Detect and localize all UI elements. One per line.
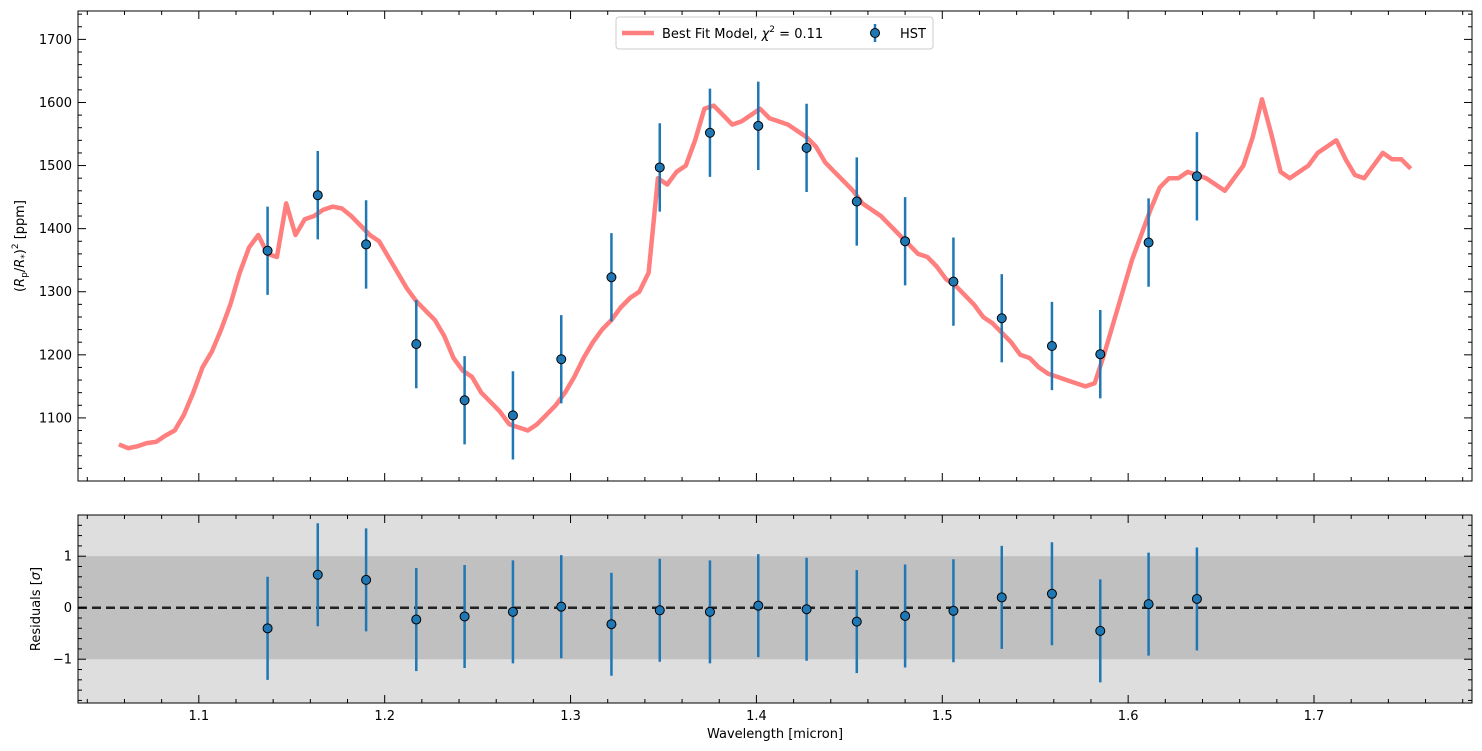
residual-data-point (1046, 588, 1057, 599)
residual-data-point (1191, 593, 1202, 604)
top-y-tick-label: 1700 (39, 33, 72, 48)
top-y-tick-label: 1500 (39, 159, 72, 174)
residual-data-point (312, 569, 323, 580)
top-y-tick-label: 1600 (39, 96, 72, 111)
x-tick-label: 1.3 (560, 709, 581, 724)
hst-data-point (753, 120, 764, 131)
top-plot-area (78, 11, 1472, 481)
residual-data-point (753, 600, 764, 611)
bottom-axes-frame (77, 514, 1473, 704)
hst-data-point (411, 339, 422, 350)
hst-data-point (996, 313, 1007, 324)
residual-data-point (996, 592, 1007, 603)
legend-hst-marker (870, 28, 880, 38)
hst-data-point (704, 127, 715, 138)
hst-data-point (1191, 171, 1202, 182)
hst-data-point (948, 276, 959, 287)
residual-data-point (606, 619, 617, 630)
residual-data-point (1143, 599, 1154, 610)
bottom-y-tick-label: 1 (64, 550, 72, 565)
residual-data-point (948, 605, 959, 616)
residual-data-point (654, 605, 665, 616)
legend-frame (615, 16, 934, 50)
x-tick-label: 1.6 (1118, 709, 1139, 724)
top-axes-frame (77, 10, 1473, 482)
bottom-y-tick-label: 0 (64, 601, 72, 616)
hst-data-point (1046, 340, 1057, 351)
legend-model-label: Best Fit Model, χ2 = 0.11 (662, 25, 823, 42)
hst-data-point (312, 190, 323, 201)
residual-data-point (801, 604, 812, 615)
bottom-panel: −1 0 1 1.1 1.2 1.3 1.4 1.5 1.6 1.7 Residuals [σ] Wa… (29, 514, 1473, 742)
hst-data-point (1143, 237, 1154, 248)
hst-data-point (851, 196, 862, 207)
x-tick-label: 1.1 (188, 709, 209, 724)
hst-data-point (606, 272, 617, 283)
bottom-y-axis-label: Residuals [σ] (29, 567, 44, 651)
residual-data-point (361, 574, 372, 585)
residual-data-point (262, 623, 273, 634)
x-tick-label: 1.4 (746, 709, 767, 724)
top-y-tick-label: 1200 (39, 348, 72, 363)
top-y-tick-label: 1100 (39, 411, 72, 426)
hst-data-point (262, 245, 273, 256)
hst-data-point (900, 236, 911, 247)
residual-data-point (1095, 625, 1106, 636)
x-tick-label: 1.5 (932, 709, 953, 724)
residual-data-point (411, 614, 422, 625)
legend: Best Fit Model, χ2 = 0.11 HST (615, 16, 934, 50)
residual-data-point (507, 606, 518, 617)
x-tick-label: 1.7 (1304, 709, 1325, 724)
legend-hst-label: HST (900, 27, 926, 42)
x-tick-label: 1.2 (374, 709, 395, 724)
top-y-tick-label: 1400 (39, 222, 72, 237)
residual-data-point (459, 611, 470, 622)
residual-data-point (851, 616, 862, 627)
hst-data-point (1095, 349, 1106, 360)
residual-data-point (900, 610, 911, 621)
hst-data-point (801, 142, 812, 153)
hst-data-point (556, 354, 567, 365)
x-axis-label: Wavelength [micron] (707, 727, 843, 742)
top-y-axis-label: (Rp/R*)2 [ppm] (11, 200, 30, 292)
hst-data-point (654, 162, 665, 173)
hst-data-point (459, 395, 470, 406)
hst-data-point (507, 410, 518, 421)
hst-data-point (361, 239, 372, 250)
top-y-tick-label: 1300 (39, 285, 72, 300)
residual-data-point (556, 601, 567, 612)
residual-data-point (704, 606, 715, 617)
top-panel: 1100 1200 1300 1400 1500 1600 1700 (Rp/R*)2 [pp… (11, 10, 1473, 482)
bottom-y-tick-label: −1 (53, 653, 72, 668)
